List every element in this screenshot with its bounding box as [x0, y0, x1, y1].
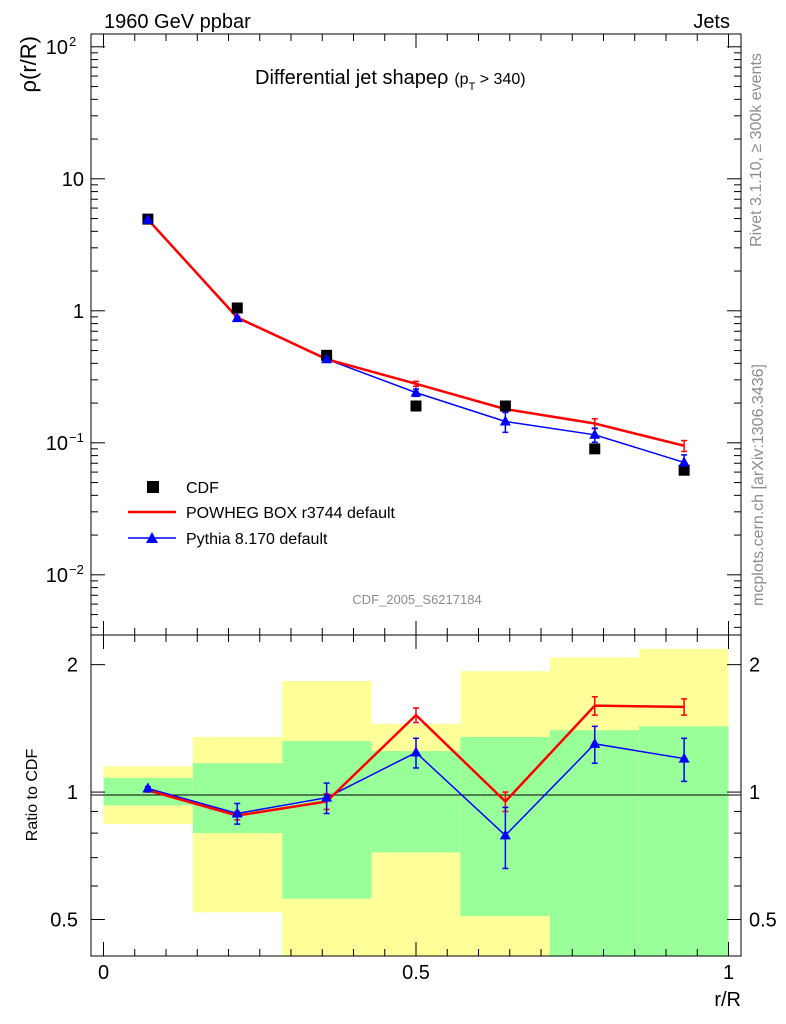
main-y-tick-exponent: −1	[69, 430, 84, 445]
x-tick-label: 0	[98, 962, 109, 984]
ratio-pythia-point	[142, 782, 154, 793]
ratio-frame	[90, 634, 742, 957]
cdf-point	[499, 400, 511, 412]
main-panel: ρ(r/R) Differential jet shapeρ (pT > 340)…	[16, 33, 742, 636]
ratio-y-tick-label-right: 0.5	[749, 910, 777, 932]
ratio-pythia-point	[589, 737, 601, 748]
main-title-sub-prefix: (p	[454, 71, 468, 88]
analysis-watermark: CDF_2005_S6217184	[352, 592, 481, 607]
main-y-tick-label: 10	[62, 169, 84, 191]
mcplots-source-label: mcplots.cern.ch [arXiv:1306.3436]	[750, 364, 767, 606]
ratio-axis-ticks: 0.5 0.5 1 1 2 2 0 0.5 1	[50, 635, 777, 984]
main-title: Differential jet shapeρ (pT > 340)	[255, 67, 526, 93]
cdf-point	[589, 443, 601, 455]
x-axis-label: r/R	[714, 989, 741, 1011]
x-tick-label: 1	[723, 962, 734, 984]
ratio-y-tick-label-right: 1	[749, 782, 760, 804]
main-y-tick-exponent: −2	[69, 562, 84, 577]
main-title-sub-suffix: > 340)	[475, 71, 525, 88]
pythia-point	[589, 428, 601, 439]
pythia-point	[499, 415, 511, 426]
main-y-tick-exponent: 2	[69, 34, 76, 49]
legend-cdf-marker	[147, 481, 159, 493]
cdf-point	[410, 400, 422, 412]
ratio-data-marks	[142, 695, 690, 870]
main-y-tick-label: 10	[46, 37, 68, 59]
legend-pythia-marker	[146, 532, 158, 543]
cdf-point	[678, 464, 690, 476]
pythia-point	[410, 386, 422, 397]
main-y-tick-label: 10	[46, 565, 68, 587]
legend: CDF POWHEG BOX r3744 default Pythia 8.17…	[128, 480, 396, 548]
rivet-version-label: Rivet 3.1.10, ≥ 300k events	[748, 53, 765, 247]
powheg-line	[146, 218, 685, 447]
main-y-tick-label: 1	[73, 301, 84, 323]
ratio-pythia-point	[231, 807, 243, 818]
ratio-pythia-point	[678, 752, 690, 763]
ratio-y-tick-label-left: 1	[67, 782, 78, 804]
ratio-y-tick-label-right: 2	[749, 655, 760, 677]
ratio-pythia-point	[499, 829, 511, 840]
cdf-point	[231, 302, 243, 314]
ratio-y-tick-label-left: 2	[67, 655, 78, 677]
legend-pythia-label: Pythia 8.170 default	[186, 531, 328, 548]
main-y-tick-label: 10	[46, 433, 68, 455]
process-label: Jets	[693, 11, 730, 33]
x-tick-label: 0.5	[402, 962, 430, 984]
main-title-text: Differential jet shapeρ	[255, 67, 448, 89]
legend-cdf-label: CDF	[186, 480, 219, 497]
ratio-inner-band-bin	[282, 741, 372, 899]
ratio-y-tick-label-left: 0.5	[50, 910, 78, 932]
ratio-pythia-point	[321, 791, 333, 802]
ratio-inner-band-bin	[549, 730, 640, 956]
pythia-point	[142, 213, 154, 224]
energy-label: 1960 GeV ppbar	[104, 11, 251, 33]
ratio-panel: 0.5 0.5 1 1 2 2 0 0.5 1 Ratio to CDF r/R	[24, 634, 777, 1011]
main-y-axis-label: ρ(r/R)	[16, 36, 41, 93]
main-title-sub-index: T	[469, 81, 476, 93]
legend-powheg-label: POWHEG BOX r3744 default	[186, 505, 396, 522]
pythia-point	[321, 353, 333, 364]
main-data-marks	[142, 213, 690, 476]
ratio-y-axis-label: Ratio to CDF	[24, 749, 41, 842]
ratio-pythia-point	[410, 746, 422, 757]
pythia-point	[231, 312, 243, 323]
pythia-point	[678, 456, 690, 467]
